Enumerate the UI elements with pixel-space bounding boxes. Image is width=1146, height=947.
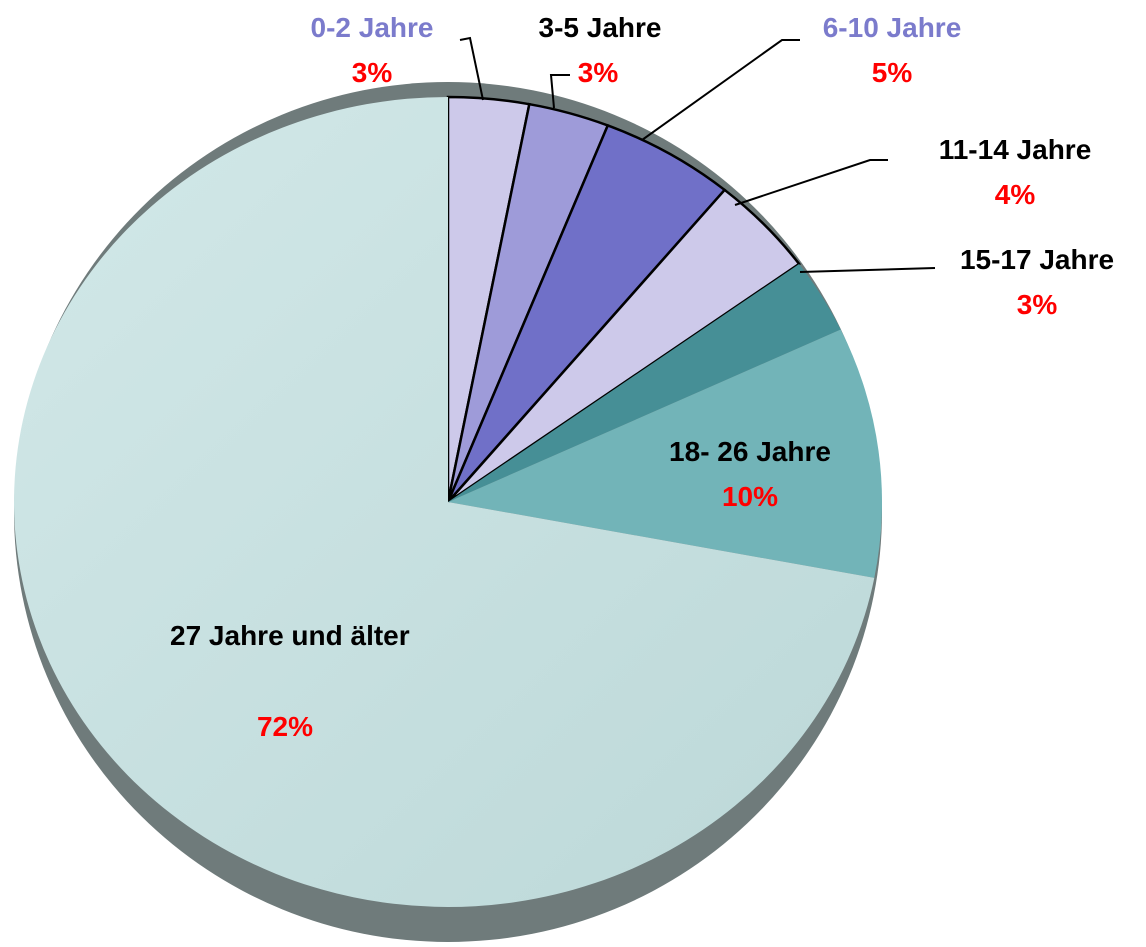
leader-line <box>459 36 484 101</box>
category-label: 15-17 Jahre <box>959 244 1115 275</box>
value-label: 4% <box>994 179 1036 210</box>
leader-line <box>549 74 570 109</box>
value-label: 5% <box>871 57 913 88</box>
category-label: 6-10 Jahre <box>822 12 962 43</box>
category-label: 0-2 Jahre <box>310 12 434 43</box>
value-label: 3% <box>351 57 393 88</box>
leader-line <box>734 159 888 206</box>
value-label: 10% <box>721 481 779 512</box>
pie-slice <box>14 97 875 908</box>
leader-line <box>641 39 800 141</box>
pie-slice <box>447 188 801 504</box>
category-label: 27 Jahre und älter <box>170 620 410 651</box>
pie-slice <box>448 263 841 502</box>
leader-line <box>799 267 936 273</box>
value-label: 3% <box>577 57 619 88</box>
category-label: 18- 26 Jahre <box>669 436 831 467</box>
category-label: 11-14 Jahre <box>938 134 1092 165</box>
pie-slice <box>448 329 882 578</box>
value-label: 72% <box>256 711 314 742</box>
category-label: 3-5 Jahre <box>538 12 662 43</box>
value-label: 3% <box>1016 289 1058 320</box>
